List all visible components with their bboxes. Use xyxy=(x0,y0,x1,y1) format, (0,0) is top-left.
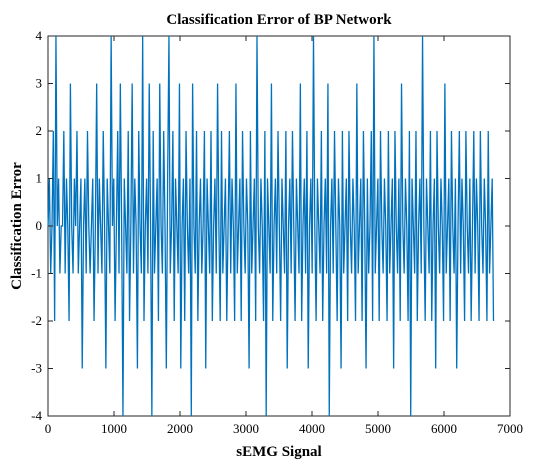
y-tick-label: 4 xyxy=(36,28,43,43)
y-axis-label: Classification Error xyxy=(9,162,25,290)
series-line-0 xyxy=(47,35,495,417)
x-tick-label: 1000 xyxy=(101,421,127,436)
x-axis-label: sEMG Signal xyxy=(236,444,321,460)
x-tick-label: 3000 xyxy=(233,421,259,436)
x-tick-label: 4000 xyxy=(299,421,325,436)
y-tick-label: 3 xyxy=(36,76,43,91)
y-tick-label: -3 xyxy=(31,361,42,376)
y-tick-label: 2 xyxy=(36,123,43,138)
y-axis-ticks: 4 3 2 1 0 -1 -2 -3 -4 xyxy=(31,28,510,423)
x-tick-label: 6000 xyxy=(431,421,457,436)
y-tick-label: -1 xyxy=(31,266,42,281)
x-tick-label: 5000 xyxy=(365,421,391,436)
y-tick-label: -4 xyxy=(31,408,42,423)
y-tick-label: 0 xyxy=(36,218,43,233)
x-tick-label: 7000 xyxy=(497,421,523,436)
x-tick-label: 0 xyxy=(45,421,52,436)
x-axis-ticks: 0 1000 2000 3000 4000 5000 6000 7000 xyxy=(45,36,523,436)
x-tick-label: 2000 xyxy=(167,421,193,436)
chart-title: Classification Error of BP Network xyxy=(166,12,392,28)
series-line-group xyxy=(47,35,495,417)
y-tick-label: -2 xyxy=(31,313,42,328)
y-tick-label: 1 xyxy=(36,171,43,186)
